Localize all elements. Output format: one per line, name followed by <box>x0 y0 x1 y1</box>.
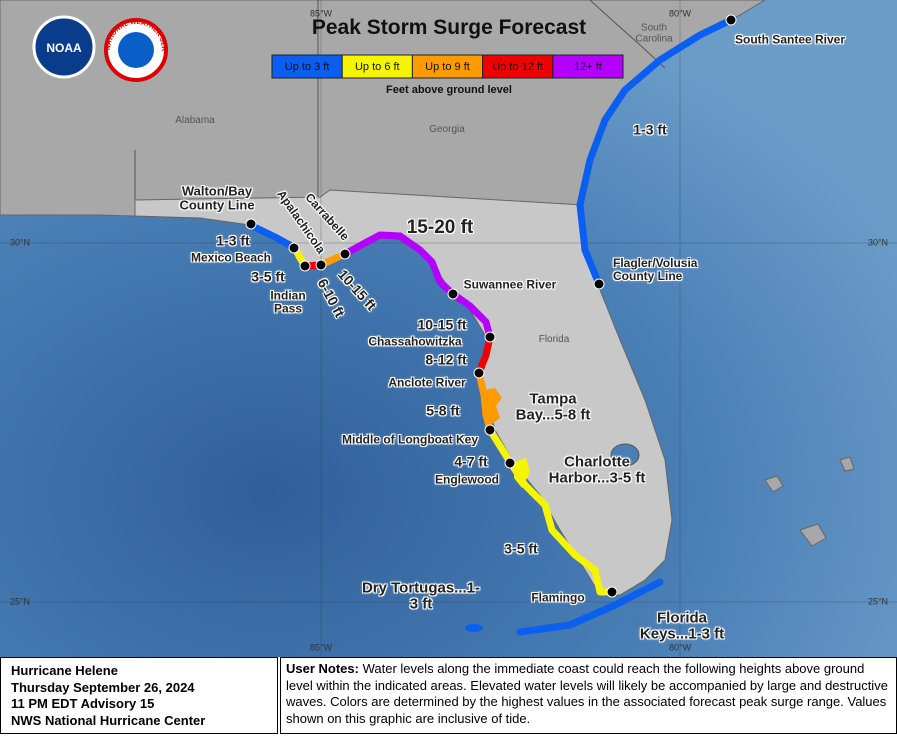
surge-label: 3-5 ft <box>504 540 538 557</box>
surge-label: 4-7 ft <box>454 453 488 470</box>
location-label: Anclote River <box>388 375 466 390</box>
legend-swatch <box>552 54 624 79</box>
map: NOAA NATIONAL WEATHER SERVICE Peak Storm… <box>0 0 897 657</box>
legend-label: Up to 3 ft <box>285 61 330 73</box>
location-label: South Santee River <box>734 32 846 47</box>
region-label: Georgia <box>429 123 465 135</box>
surge-label: 1-3 ft <box>633 121 667 138</box>
surge-segment <box>246 221 299 252</box>
surge-segment <box>516 578 664 636</box>
location-points <box>245 14 737 598</box>
lat-label: 25°N <box>9 596 31 607</box>
location-label: Middle of Longboat Key <box>342 432 478 447</box>
bahamas <box>764 456 855 547</box>
storm-info: Hurricane Helene Thursday September 26, … <box>0 657 278 734</box>
location-point <box>725 14 737 26</box>
surge-label: 15-20 ft <box>406 217 474 239</box>
location-label: Suwannee River <box>463 277 557 292</box>
lat-label: 25°N <box>867 596 889 607</box>
location-point <box>473 367 485 379</box>
location-point <box>484 331 496 343</box>
location-label: Chassahowitzka <box>368 334 462 349</box>
lake-okeechobee <box>610 443 640 467</box>
notes-text: Water levels along the immediate coast c… <box>286 661 888 726</box>
notes-label: User Notes: <box>286 661 359 676</box>
location-label: Indian Pass <box>270 288 306 315</box>
surge-label: 5-8 ft <box>426 402 460 419</box>
location-point <box>315 259 327 271</box>
surge-segment <box>341 231 494 341</box>
lon-label: 85°W <box>309 642 333 653</box>
lon-label: 80°W <box>668 8 692 19</box>
location-label: Flagler/Volusia County Line <box>613 256 698 283</box>
surge-segments <box>246 16 735 636</box>
surge-label: Dry Tortugas...1-3 ft <box>361 579 481 612</box>
user-notes: User Notes: Water levels along the immed… <box>280 657 897 734</box>
surge-label: Florida Keys...1-3 ft <box>639 609 725 642</box>
location-point <box>288 242 300 254</box>
surge-label: 1-3 ft <box>216 232 250 249</box>
location-label: Mexico Beach <box>190 250 272 265</box>
storm-advisory: 11 PM EDT Advisory 15 <box>11 696 155 711</box>
map-title: Peak Storm Surge Forecast <box>312 16 586 39</box>
location-label: Englewood <box>435 472 499 487</box>
storm-center: NWS National Hurricane Center <box>11 712 206 728</box>
region-label: South Carolina <box>635 22 673 44</box>
surge-label: 8-12 ft <box>425 351 467 368</box>
region-label: Florida <box>538 333 570 345</box>
state-line <box>134 0 666 200</box>
storm-name: Hurricane Helene <box>11 663 118 678</box>
noaa-logo-text: NOAA <box>46 41 82 55</box>
dry-tortugas-area <box>465 624 483 632</box>
location-point <box>504 457 516 469</box>
location-point <box>593 278 605 290</box>
location-point <box>299 260 311 272</box>
lat-label: 30°N <box>867 237 889 248</box>
lon-label: 85°W <box>309 8 333 19</box>
location-point <box>484 424 496 436</box>
storm-date: Thursday September 26, 2024 <box>11 679 195 695</box>
location-point <box>606 586 618 598</box>
graticule <box>0 0 897 657</box>
region-label: Alabama <box>175 114 215 126</box>
surge-segment <box>475 369 494 434</box>
lat-label: 30°N <box>9 237 31 248</box>
legend-caption: Feet above ground level <box>386 84 512 96</box>
legend: Up to 3 ft Up to 6 ft Up to 9 ft Up to 12 f… <box>271 54 624 79</box>
noaa-logo <box>32 15 96 79</box>
surge-segment <box>486 426 616 596</box>
legend-label: 12+ ft <box>574 61 602 73</box>
lon-label: 80°W <box>668 642 692 653</box>
surge-segment <box>475 333 494 377</box>
nws-logo-center <box>118 32 154 68</box>
surge-segment <box>576 16 735 288</box>
surge-label: 10-15 ft <box>417 316 467 333</box>
location-point <box>245 218 257 230</box>
location-point <box>447 288 459 300</box>
surge-label: 3-5 ft <box>251 268 285 285</box>
legend-label: Up to 9 ft <box>425 61 470 73</box>
surge-label: Tampa Bay...5-8 ft <box>515 390 591 423</box>
legend-label: Up to 6 ft <box>355 61 400 73</box>
location-point <box>339 248 351 260</box>
location-label: Walton/Bay County Line <box>179 183 255 212</box>
surge-label: Charlotte Harbor...3-5 ft <box>548 453 646 486</box>
legend-label: Up to 12 ft <box>492 61 543 73</box>
location-label: Flamingo <box>531 590 585 605</box>
